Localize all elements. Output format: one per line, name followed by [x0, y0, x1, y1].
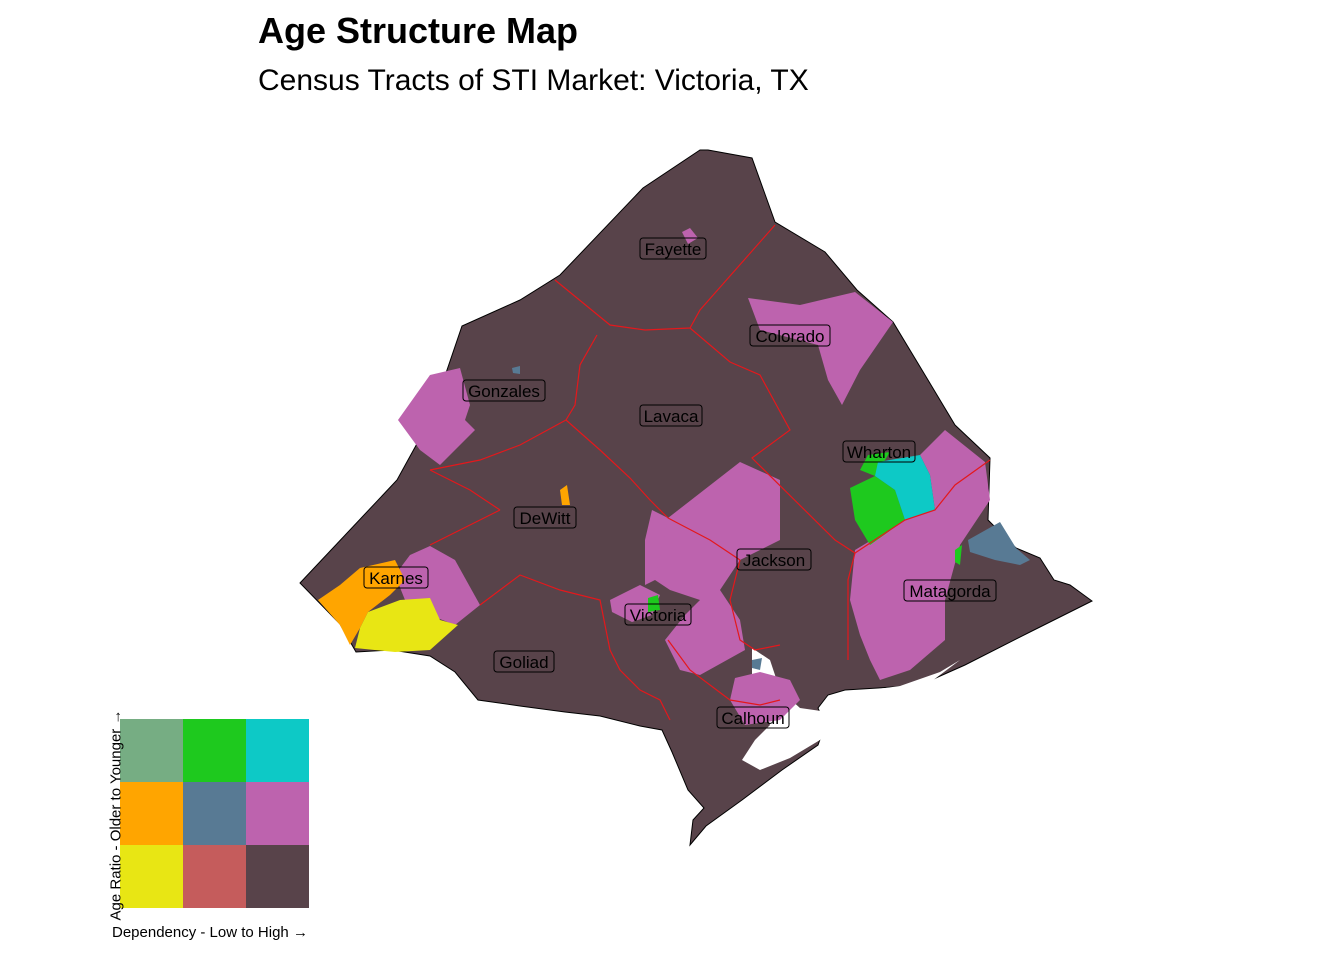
- county-label-calhoun: Calhoun: [716, 706, 790, 729]
- tracts-older-low-dependency: [355, 598, 458, 652]
- svg-text:Calhoun: Calhoun: [721, 709, 784, 728]
- tracts-mid-age-mid-dependency: [512, 366, 1030, 670]
- county-label-gonzales: Gonzales: [462, 379, 546, 402]
- county-label-karnes: Karnes: [363, 566, 429, 589]
- legend-cell-young-low: [120, 719, 183, 782]
- svg-text:Lavaca: Lavaca: [644, 407, 699, 426]
- county-label-matagorda: Matagorda: [903, 579, 997, 602]
- svg-text:Wharton: Wharton: [847, 443, 911, 462]
- legend-cell-mid-mid: [183, 782, 246, 845]
- legend-cell-old-high: [246, 845, 309, 908]
- svg-text:Karnes: Karnes: [369, 569, 423, 588]
- legend-cell-mid-high: [246, 782, 309, 845]
- legend-cell-old-mid: [183, 845, 246, 908]
- county-label-goliad: Goliad: [493, 650, 555, 673]
- svg-text:Fayette: Fayette: [645, 240, 702, 259]
- svg-text:Goliad: Goliad: [499, 653, 548, 672]
- tracts-mid-age-low-dependency: [318, 485, 570, 645]
- county-label-colorado: Colorado: [749, 324, 831, 347]
- legend-cell-old-low: [120, 845, 183, 908]
- legend-y-axis-label: Age Ratio - Older to Younger →: [107, 710, 125, 921]
- svg-text:Colorado: Colorado: [756, 327, 825, 346]
- county-label-lavaca: Lavaca: [639, 404, 703, 427]
- tracts-high-dependency-mid-age: [395, 228, 990, 725]
- svg-text:Gonzales: Gonzales: [468, 382, 540, 401]
- county-label-wharton: Wharton: [842, 440, 916, 463]
- county-borders: [429, 224, 991, 721]
- svg-text:DeWitt: DeWitt: [520, 509, 571, 528]
- legend-y-label-text: Age Ratio - Older to Younger: [107, 728, 125, 921]
- legend-x-label-text: Dependency - Low to High: [112, 924, 289, 941]
- legend-cell-young-high: [246, 719, 309, 782]
- county-label-fayette: Fayette: [639, 237, 707, 260]
- svg-text:Jackson: Jackson: [743, 551, 805, 570]
- svg-text:Victoria: Victoria: [630, 606, 687, 625]
- legend-cell-young-mid: [183, 719, 246, 782]
- svg-text:Matagorda: Matagorda: [909, 582, 991, 601]
- bivariate-legend: [120, 719, 309, 908]
- page-subtitle: Census Tracts of STI Market: Victoria, T…: [258, 64, 809, 97]
- tracts-young-high-dependency: [875, 455, 935, 520]
- county-label-dewitt: DeWitt: [513, 506, 577, 529]
- legend-cell-mid-low: [120, 782, 183, 845]
- county-label-victoria: Victoria: [624, 603, 692, 626]
- page-title: Age Structure Map: [258, 10, 579, 51]
- arrow-up-icon: →: [107, 709, 125, 725]
- bay-water: [742, 648, 960, 770]
- arrow-right-icon: →: [292, 924, 308, 941]
- legend-x-axis-label: Dependency - Low to High →: [112, 924, 308, 941]
- county-label-jackson: Jackson: [736, 548, 812, 571]
